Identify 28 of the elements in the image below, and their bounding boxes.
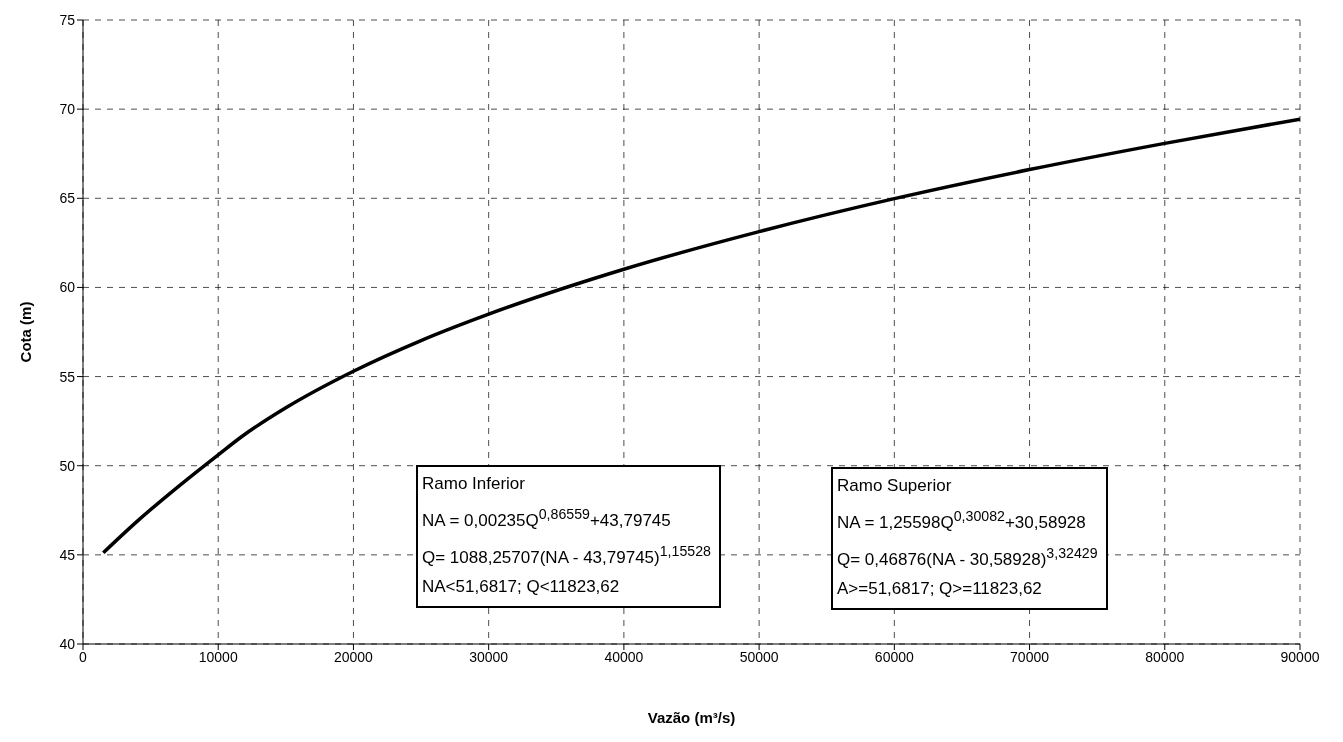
annotation: Q= 1088,25707(NA - 43,79745)$^{1,15528}$	[422, 541, 711, 569]
y-tick-label: 45	[59, 546, 76, 563]
annotation: Ramo Inferior	[422, 473, 526, 495]
y-tick-label: 55	[59, 368, 76, 385]
y-tick-label: 40	[59, 635, 76, 652]
x-tick-label: 80000	[1145, 648, 1185, 665]
annotation: NA<51,6817; Q<11823,62	[422, 576, 621, 599]
x-tick-label: 90000	[1280, 648, 1320, 665]
y-axis-title: Cota (m)	[17, 301, 35, 363]
x-tick-label: 0	[79, 648, 88, 665]
annotation: NA = 1,25598Q$^{0,30082}$+30,58928	[837, 507, 1087, 534]
y-tick-label: 50	[59, 457, 76, 474]
y-tick-label: 70	[59, 101, 76, 118]
x-axis-title: Vazão (m³/s)	[647, 708, 736, 726]
y-tick-label: 65	[59, 190, 76, 207]
x-tick-label: 10000	[198, 648, 238, 665]
annotation: A>=51,6817; Q>=11823,62	[837, 578, 1043, 601]
x-tick-label: 60000	[874, 648, 915, 665]
x-tick-label: 30000	[469, 648, 509, 665]
y-tick-label: 60	[59, 279, 76, 296]
annotation: Ramo Superior	[837, 475, 953, 497]
annotation: Q= 0,46876(NA - 30,58928)$^{3,32429}$	[837, 543, 1098, 571]
x-tick-label: 40000	[604, 648, 644, 665]
y-tick-label: 75	[59, 11, 76, 28]
x-tick-label: 20000	[333, 648, 374, 665]
x-tick-label: 50000	[739, 648, 779, 665]
annotation: NA = 0,00235Q$^{0,86559}$+43,79745	[422, 505, 672, 532]
x-tick-label: 70000	[1010, 648, 1050, 665]
